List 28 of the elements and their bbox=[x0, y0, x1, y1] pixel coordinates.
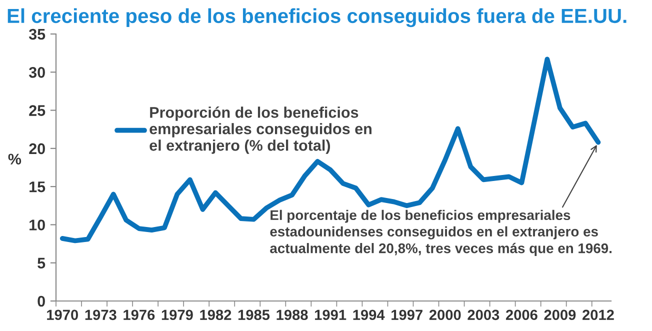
x-tick-label: 1970 bbox=[47, 310, 78, 320]
x-tick-label: 1994 bbox=[353, 310, 385, 320]
line-series bbox=[60, 56, 601, 244]
x-tick-label: 1973 bbox=[85, 310, 116, 320]
legend-label: Proporción de los beneficios empresariales conseguidos en el extranjero (% del total) bbox=[150, 106, 372, 154]
x-tick-label: 1982 bbox=[200, 310, 232, 320]
x-tick-label: 1997 bbox=[392, 310, 422, 320]
x-tick-label: 1988 bbox=[276, 310, 308, 320]
y-tick-label: 25 bbox=[29, 105, 46, 116]
y-axis-title: % bbox=[8, 154, 22, 164]
y-tick-label: 15 bbox=[30, 182, 46, 192]
y-tick-label: 20 bbox=[29, 143, 45, 154]
x-tick-label: 2009 bbox=[544, 310, 576, 320]
x-tick-label: 2003 bbox=[468, 310, 500, 320]
y-tick-label: 5 bbox=[38, 258, 46, 269]
chart-title: El creciente peso de los beneficios conseguidos fuera de EE.UU. bbox=[8, 8, 626, 28]
x-tick-label: 2006 bbox=[506, 310, 538, 320]
x-tick-label: 2000 bbox=[429, 310, 461, 320]
y-tick-label: 35 bbox=[28, 28, 46, 40]
y-tick-label: 30 bbox=[28, 67, 45, 78]
y-tick-label: 0 bbox=[38, 296, 45, 307]
x-tick-label: 1979 bbox=[162, 310, 193, 320]
y-tick-label: 10 bbox=[30, 220, 45, 230]
x-tick-label: 1991 bbox=[315, 310, 346, 320]
annotation: El porcentaje de los beneficios empresariales estadounidenses conseguidos en el extranjero es actualmente del 20,8%, tres veces más que en 1969. bbox=[270, 210, 612, 256]
x-tick-label: 1985 bbox=[238, 310, 270, 320]
x-tick-label: 2012 bbox=[582, 310, 614, 320]
x-tick-label: 1976 bbox=[124, 310, 155, 320]
